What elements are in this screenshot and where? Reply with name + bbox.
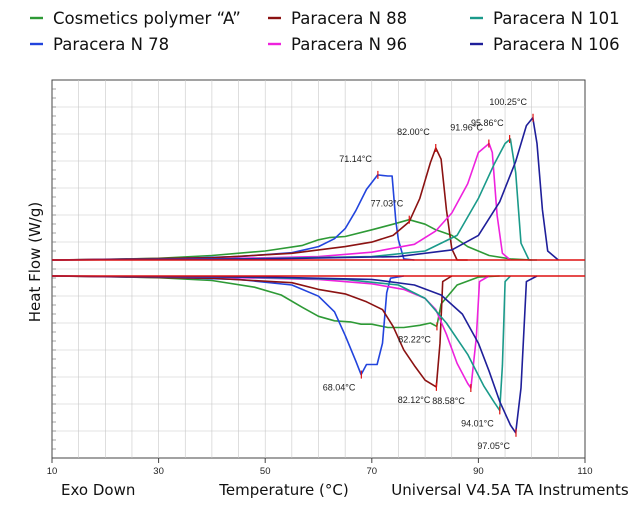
series-paracera-n-106-heating: [51, 117, 559, 261]
peak-label: 95.86°C: [471, 118, 504, 128]
x-tick-label: 70: [367, 466, 378, 477]
legend-label-cosmetics-polymer-a: Cosmetics polymer “A”: [53, 9, 241, 28]
x-tick-label: 50: [260, 466, 271, 477]
x-tick-label: 110: [577, 466, 592, 477]
series-paracera-n-88-cooling: [51, 275, 453, 388]
series-paracera-n-88-heating: [51, 147, 468, 261]
legend-label-paracera-n-106: Paracera N 106: [493, 35, 620, 54]
x-tick-label: 30: [153, 466, 164, 477]
x-tick-label: 10: [47, 466, 58, 477]
series-paracera-n-96-cooling: [51, 275, 490, 389]
peak-label: 100.25°C: [489, 97, 527, 107]
peak-label: 77.03°C: [371, 199, 404, 209]
peak-label: 68.04°C: [323, 383, 356, 393]
legend-label-paracera-n-96: Paracera N 96: [291, 35, 407, 54]
x-tick-label: 90: [473, 466, 484, 477]
y-axis-label: Heat Flow (W/g): [26, 202, 44, 322]
peak-label: 82.00°C: [397, 127, 430, 137]
series-layer: [51, 117, 585, 434]
series-cosmetics-polymer-a-cooling: [51, 275, 500, 329]
series-paracera-n-106-cooling: [51, 275, 538, 434]
peak-label: 97.05°C: [477, 441, 510, 451]
peak-label: 71.14°C: [339, 154, 372, 164]
series-paracera-n-96-heating: [51, 142, 511, 261]
peak-label: 82.22°C: [398, 334, 431, 344]
x-axis-label: Temperature (°C): [218, 481, 348, 499]
series-cosmetics-polymer-a-heating: [51, 218, 532, 261]
legend: Cosmetics polymer “A” Paracera N 88 Parace…: [30, 9, 620, 54]
exo-down-label: Exo Down: [61, 481, 135, 499]
legend-label-paracera-n-88: Paracera N 88: [291, 9, 407, 28]
instrument-label: Universal V4.5A TA Instruments: [391, 481, 629, 499]
legend-label-paracera-n-78: Paracera N 78: [53, 35, 169, 54]
peak-label: 91.96°C: [450, 123, 483, 133]
annotation-layer: 100.25°C 95.86°C 82.00°C 91.96°C 71.14°C 77.0…: [323, 97, 534, 451]
x-ticks: 10 30 50 70 90 110: [47, 458, 593, 477]
legend-label-paracera-n-101: Paracera N 101: [493, 9, 620, 28]
peak-label: 94.01°C: [461, 418, 494, 428]
peak-label: 88.58°C: [432, 396, 465, 406]
peak-label: 82.12°C: [398, 395, 431, 405]
grid: [52, 80, 585, 458]
